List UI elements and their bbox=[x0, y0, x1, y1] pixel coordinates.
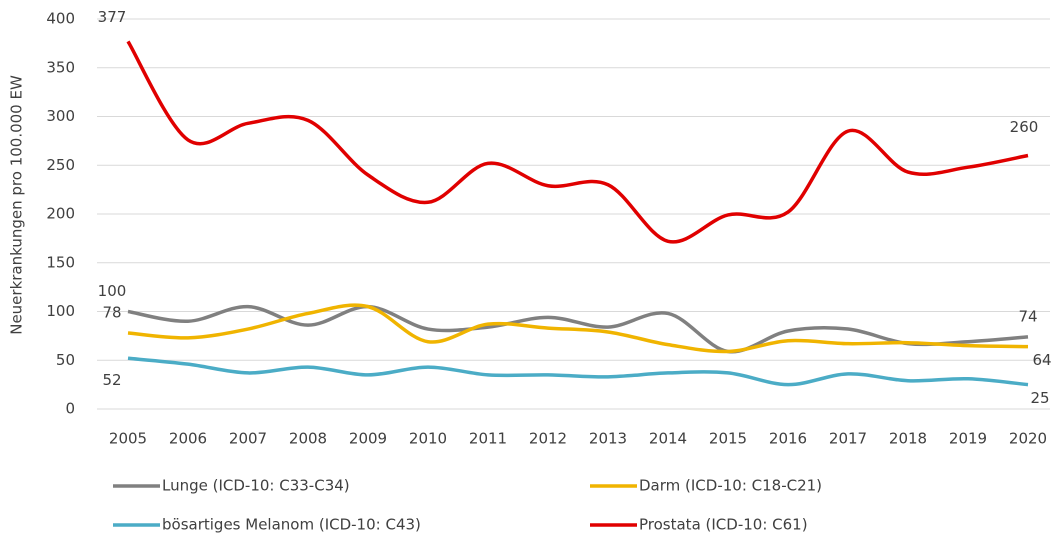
x-tick-label: 2011 bbox=[469, 430, 507, 448]
data-label: 78 bbox=[102, 303, 121, 321]
x-tick-label: 2007 bbox=[229, 430, 267, 448]
x-tick-label: 2006 bbox=[169, 430, 207, 448]
y-tick-label: 400 bbox=[46, 10, 75, 28]
data-label: 25 bbox=[1030, 389, 1049, 407]
x-tick-label: 2015 bbox=[709, 430, 747, 448]
x-tick-label: 2019 bbox=[949, 430, 987, 448]
x-tick-label: 2016 bbox=[769, 430, 807, 448]
data-label: 64 bbox=[1032, 351, 1051, 369]
x-tick-label: 2020 bbox=[1009, 430, 1047, 448]
y-tick-label: 100 bbox=[46, 302, 75, 320]
y-tick-label: 350 bbox=[46, 58, 75, 76]
line bbox=[126, 40, 1029, 244]
legend-label: Prostata (ICD-10: C61) bbox=[639, 516, 808, 534]
x-tick-label: 2009 bbox=[349, 430, 387, 448]
line bbox=[127, 303, 1029, 354]
x-tick-label: 2014 bbox=[649, 430, 687, 448]
legend-label: bösartiges Melanom (ICD-10: C43) bbox=[162, 516, 421, 534]
x-tick-label: 2005 bbox=[109, 430, 147, 448]
x-tick-label: 2008 bbox=[289, 430, 327, 448]
x-tick-label: 2018 bbox=[889, 430, 927, 448]
legend-label: Darm (ICD-10: C18-C21) bbox=[639, 477, 822, 495]
y-tick-label: 150 bbox=[46, 253, 75, 271]
data-label: 377 bbox=[98, 8, 127, 26]
y-tick-label: 200 bbox=[46, 205, 75, 223]
data-label: 52 bbox=[102, 371, 121, 389]
line bbox=[127, 304, 1029, 354]
x-tick-label: 2017 bbox=[829, 430, 867, 448]
data-label: 260 bbox=[1010, 118, 1039, 136]
x-tick-label: 2010 bbox=[409, 430, 447, 448]
x-tick-label: 2013 bbox=[589, 430, 627, 448]
y-axis-title: Neuerkrankungen pro 100.000 EW bbox=[8, 75, 26, 335]
data-label: 74 bbox=[1018, 307, 1037, 325]
y-tick-label: 300 bbox=[46, 107, 75, 125]
legend-label: Lunge (ICD-10: C33-C34) bbox=[162, 477, 350, 495]
x-tick-label: 2012 bbox=[529, 430, 567, 448]
y-tick-label: 0 bbox=[65, 400, 75, 418]
y-tick-label: 50 bbox=[56, 351, 75, 369]
data-label: 100 bbox=[98, 282, 127, 300]
line bbox=[127, 356, 1029, 387]
y-tick-label: 250 bbox=[46, 156, 75, 174]
